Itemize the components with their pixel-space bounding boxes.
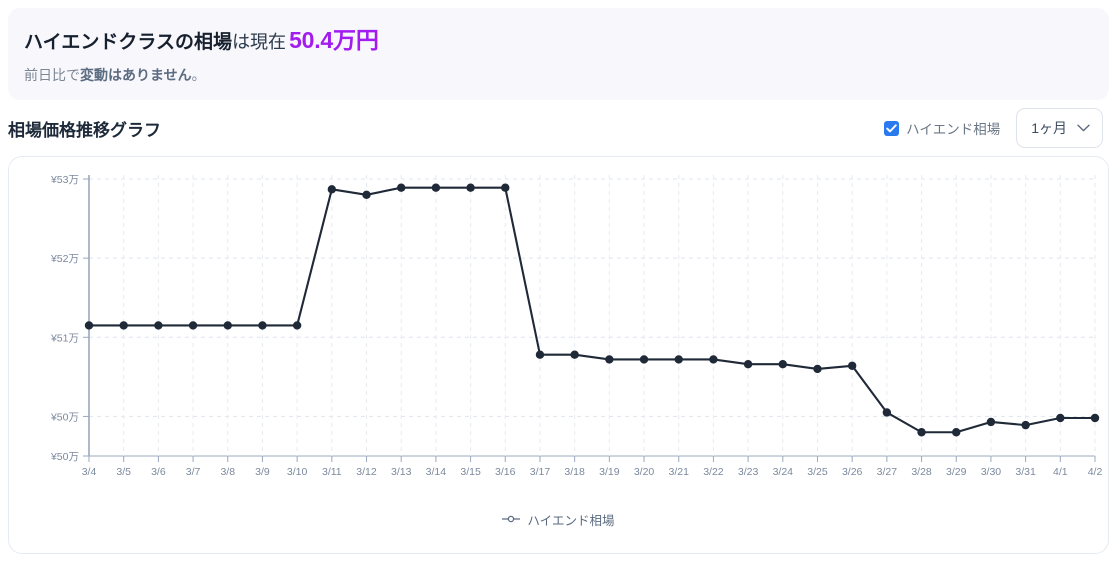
svg-text:3/29: 3/29 bbox=[946, 466, 967, 478]
period-select-value: 1ヶ月 bbox=[1031, 120, 1067, 136]
svg-text:3/16: 3/16 bbox=[495, 466, 516, 478]
svg-text:¥52万: ¥52万 bbox=[50, 253, 79, 265]
svg-text:3/6: 3/6 bbox=[151, 466, 166, 478]
banner-headline: ハイエンドクラスの相場は現在 50.4万円 bbox=[24, 26, 1093, 55]
chevron-down-icon bbox=[1077, 119, 1090, 137]
svg-text:3/10: 3/10 bbox=[287, 466, 308, 478]
banner-headline-mid: は現在 bbox=[232, 32, 287, 52]
svg-text:3/30: 3/30 bbox=[981, 466, 1002, 478]
svg-text:3/12: 3/12 bbox=[356, 466, 377, 478]
svg-text:3/8: 3/8 bbox=[220, 466, 235, 478]
svg-text:¥51万: ¥51万 bbox=[50, 332, 79, 344]
svg-text:3/15: 3/15 bbox=[460, 466, 481, 478]
svg-text:¥50万: ¥50万 bbox=[50, 411, 79, 423]
banner-subtitle-prefix: 前日比で bbox=[24, 66, 80, 83]
svg-text:3/28: 3/28 bbox=[911, 466, 932, 478]
svg-text:3/26: 3/26 bbox=[842, 466, 863, 478]
banner-headline-strong: ハイエンドクラスの相場 bbox=[24, 32, 233, 53]
series-toggle-high-end[interactable]: ハイエンド相場 bbox=[884, 118, 1000, 138]
svg-text:3/23: 3/23 bbox=[738, 466, 759, 478]
svg-text:3/21: 3/21 bbox=[669, 466, 690, 478]
svg-text:3/9: 3/9 bbox=[255, 466, 270, 478]
chart-legend: ハイエンド相場 bbox=[9, 510, 1108, 529]
svg-text:3/22: 3/22 bbox=[703, 466, 724, 478]
period-select[interactable]: 1ヶ月 bbox=[1016, 108, 1103, 148]
banner-price-value: 50.4万円 bbox=[289, 27, 379, 53]
chart-legend-label: ハイエンド相場 bbox=[527, 514, 615, 528]
svg-text:3/25: 3/25 bbox=[807, 466, 828, 478]
svg-text:3/20: 3/20 bbox=[634, 466, 655, 478]
series-toggle-label: ハイエンド相場 bbox=[906, 122, 1001, 137]
svg-text:¥50万: ¥50万 bbox=[50, 451, 79, 463]
svg-text:4/1: 4/1 bbox=[1053, 466, 1068, 478]
chart-plot-area: ¥53万 ¥52万 ¥51万 ¥50万 ¥50万 3/4 3/5 3/6 3/7 3/8 3/9 3/… bbox=[9, 157, 1108, 553]
svg-text:3/27: 3/27 bbox=[877, 466, 898, 478]
svg-text:4/2: 4/2 bbox=[1088, 466, 1103, 478]
chart-header: 相場価格推移グラフ ハイエンド相場 1ヶ月 bbox=[0, 100, 1117, 156]
chart-title: 相場価格推移グラフ bbox=[8, 120, 161, 140]
svg-text:3/13: 3/13 bbox=[391, 466, 412, 478]
svg-text:3/4: 3/4 bbox=[82, 466, 97, 478]
chart-card: ¥53万 ¥52万 ¥51万 ¥50万 ¥50万 3/4 3/5 3/6 3/7 3/8 3/9 3/… bbox=[8, 156, 1109, 554]
banner-subtitle: 前日比で変動はありません。 bbox=[24, 65, 1093, 85]
svg-text:3/18: 3/18 bbox=[564, 466, 585, 478]
checkbox-checked-icon[interactable] bbox=[884, 120, 900, 136]
svg-text:3/19: 3/19 bbox=[599, 466, 620, 478]
banner-subtitle-strong: 変動はありません bbox=[80, 66, 192, 83]
chart-controls: ハイエンド相場 1ヶ月 bbox=[884, 108, 1103, 148]
svg-text:3/17: 3/17 bbox=[530, 466, 551, 478]
svg-text:3/24: 3/24 bbox=[773, 466, 794, 478]
svg-text:3/11: 3/11 bbox=[322, 466, 342, 478]
summary-banner: ハイエンドクラスの相場は現在 50.4万円 前日比で変動はありません。 bbox=[8, 8, 1109, 100]
svg-text:3/7: 3/7 bbox=[186, 466, 201, 478]
banner-subtitle-suffix: 。 bbox=[191, 66, 206, 83]
line-dot-marker-icon bbox=[502, 511, 521, 529]
svg-text:¥53万: ¥53万 bbox=[50, 174, 79, 186]
svg-text:3/5: 3/5 bbox=[116, 466, 131, 478]
svg-text:3/31: 3/31 bbox=[1015, 466, 1036, 478]
svg-text:3/14: 3/14 bbox=[426, 466, 447, 478]
